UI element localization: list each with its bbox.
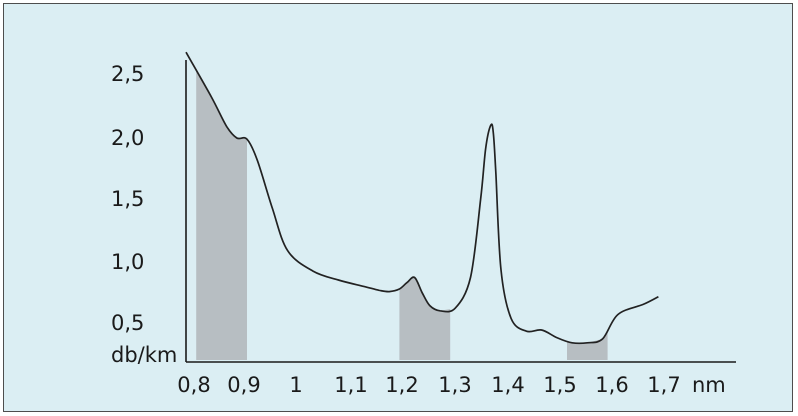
y-tick-label: 0,5 xyxy=(111,311,144,335)
y-tick-labels: 2,5 2,0 1,5 1,0 0,5 xyxy=(111,62,144,335)
x-tick-label: 1,7 xyxy=(647,373,680,397)
x-tick-label: 0,8 xyxy=(177,373,210,397)
x-tick-labels: 0,8 0,9 1 1,1 1,2 1,3 1,4 1,5 1,6 1,7 xyxy=(177,373,680,397)
y-tick-label: 1,5 xyxy=(111,187,144,211)
x-tick-label: 1,3 xyxy=(438,373,471,397)
shaded-bands xyxy=(196,70,608,360)
y-axis-unit-label: db/km xyxy=(111,343,177,367)
attenuation-curve xyxy=(185,51,659,345)
y-tick-label: 2,0 xyxy=(111,126,144,150)
y-tick-label: 2,5 xyxy=(111,62,144,86)
shaded-band-3 xyxy=(567,330,608,360)
shaded-band-2 xyxy=(399,277,451,360)
chart-frame xyxy=(3,3,793,412)
shaded-band-1 xyxy=(196,70,247,360)
x-tick-label: 0,9 xyxy=(227,373,260,397)
x-tick-label: 1 xyxy=(289,373,302,397)
x-tick-label: 1,5 xyxy=(543,373,576,397)
x-tick-label: 1,6 xyxy=(595,373,628,397)
x-tick-label: 1,2 xyxy=(385,373,418,397)
x-axis-unit-label: nm xyxy=(692,373,726,397)
x-tick-label: 1,1 xyxy=(334,373,367,397)
y-tick-label: 1,0 xyxy=(111,250,144,274)
x-tick-label: 1,4 xyxy=(491,373,524,397)
